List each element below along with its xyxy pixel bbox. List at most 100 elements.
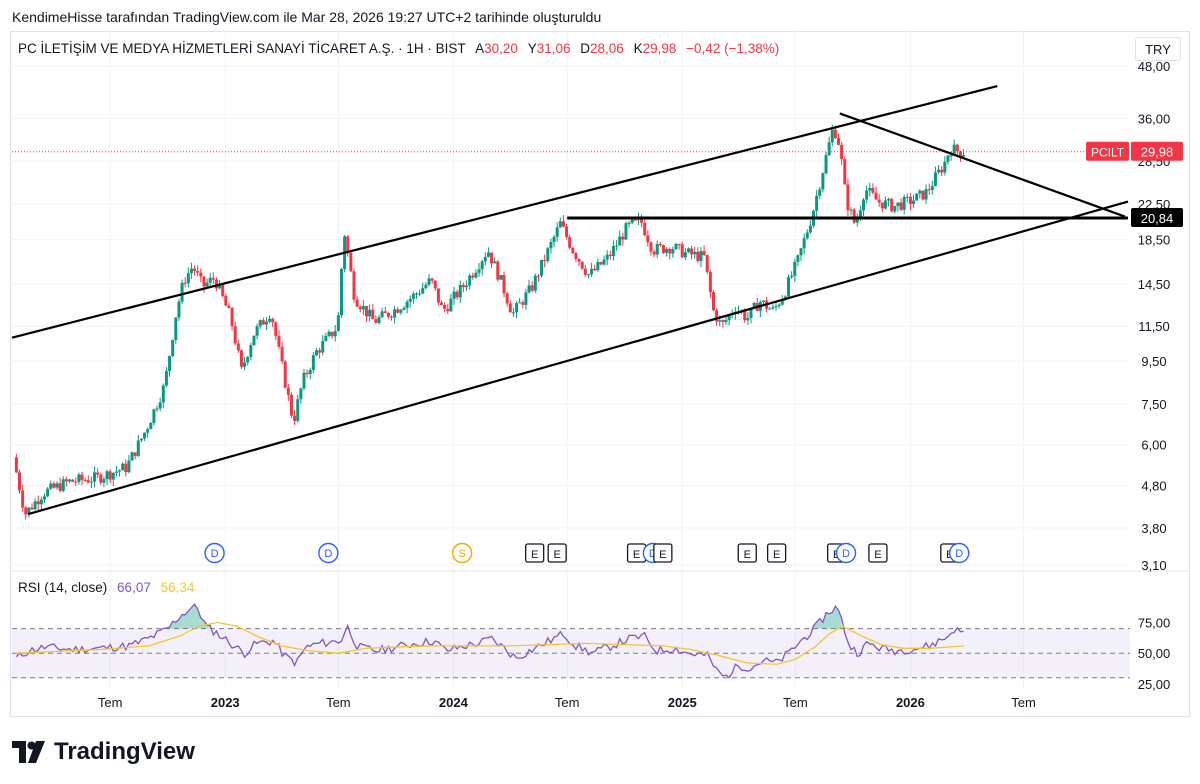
candle-body [924,189,928,200]
candle-body [933,172,937,186]
candle-body [577,258,581,262]
candle-body [221,284,225,296]
candle-body [774,306,778,308]
candle-body [127,460,131,473]
candle-body [252,335,256,346]
price-tick-label: 7,50 [1141,397,1166,412]
price-tick-label: 11,50 [1138,319,1170,334]
channel-upper [11,84,998,339]
event-marker-bg [318,542,339,564]
rsi-bands [12,628,1130,679]
candle-body [133,452,137,456]
trendlines [11,84,1130,516]
candle-body [218,284,222,289]
candle-body [364,305,368,317]
low-value: 28,06 [590,41,624,56]
event-marker-d[interactable]: D [204,542,225,564]
event-marker-d[interactable]: D [318,542,339,564]
candle-body [852,209,856,223]
candle-body [937,169,941,173]
candle-body [808,225,812,233]
candle-body [555,227,559,237]
candle-body [546,248,550,261]
candle-body [840,144,844,159]
event-marker-e[interactable]: E [737,543,757,563]
candle-body [261,320,265,325]
candle-body [124,463,128,473]
candle-body [949,155,953,157]
event-marker-s[interactable]: S [451,542,473,564]
candle-body [640,217,644,223]
candle-body [177,301,181,318]
candle-body [796,255,800,262]
rsi-value: 66,07 [117,580,151,595]
price-tick-label: 14,50 [1138,277,1171,292]
candle-body [674,244,678,250]
candle-body [677,244,681,246]
level-badge: 20,84 [1131,207,1183,227]
price-tick-label: 18,50 [1138,233,1171,248]
event-marker-e[interactable]: E [547,543,567,563]
candle-body [849,209,853,211]
candle-body [305,372,309,374]
event-marker-e[interactable]: E [766,543,787,563]
candle-body [646,235,650,243]
candle-body [168,356,172,372]
candle-body [868,188,872,191]
candle-body [746,318,750,321]
axes: 48,0036,0028,5022,5018,5014,5011,509,507… [98,59,1183,710]
candle-body [890,199,894,212]
candle-body [443,304,447,309]
rsi-pane [15,603,965,679]
time-tick-label: 2026 [896,695,925,710]
candle-body [783,296,787,299]
time-tick-label: Tem [98,695,123,710]
event-marker-e[interactable]: E [525,543,545,563]
currency-selector[interactable]: TRY [1135,37,1181,61]
candle-body [55,483,59,488]
price-tick-label: 6,00 [1141,438,1166,453]
candle-body [902,196,906,210]
candle-body [830,129,834,143]
candle-body [915,193,919,201]
rsi-legend: RSI (14, close) 66,07 56,34 [18,580,194,595]
event-markers[interactable]: DDSEEEDEEEEDEED [204,542,970,564]
grid [10,31,1189,690]
candle-body [80,474,84,480]
candle-body [286,387,290,395]
candle-body [530,285,534,291]
candle-body [724,319,728,323]
chart-frame[interactable] [10,31,1190,717]
candle-body [593,268,597,271]
rsi-title[interactable]: RSI (14, close) [18,580,108,595]
candle-body [189,268,193,274]
candle-body [27,507,31,515]
event-marker-d[interactable]: D [948,542,970,564]
candle-body [627,222,631,224]
candle-body [921,190,925,200]
candle-body [661,245,665,253]
candle-body [477,269,481,273]
candle-body [821,173,825,190]
event-marker-e[interactable]: E [868,543,888,563]
candle-body [952,144,956,156]
candle-body [455,291,459,298]
candle-body [486,252,490,257]
candle-body [196,271,200,273]
candle-body [71,479,75,482]
event-marker-bg [835,542,857,564]
candle-body [33,501,37,510]
time-tick-label: Tem [783,695,808,710]
symbol-name[interactable]: PC İLETİŞİM VE MEDYA HİZMETLERİ SANAYİ T… [18,41,466,56]
candle-body [243,362,247,367]
candle-body [540,259,544,276]
event-marker-e[interactable]: E [653,543,673,563]
candle-body [246,357,250,363]
candle-body [339,269,343,316]
event-marker-d[interactable]: D [835,542,857,564]
candle-body [152,409,156,423]
candle-body [408,298,412,302]
candle-body [571,247,575,254]
candle-body [843,158,847,185]
